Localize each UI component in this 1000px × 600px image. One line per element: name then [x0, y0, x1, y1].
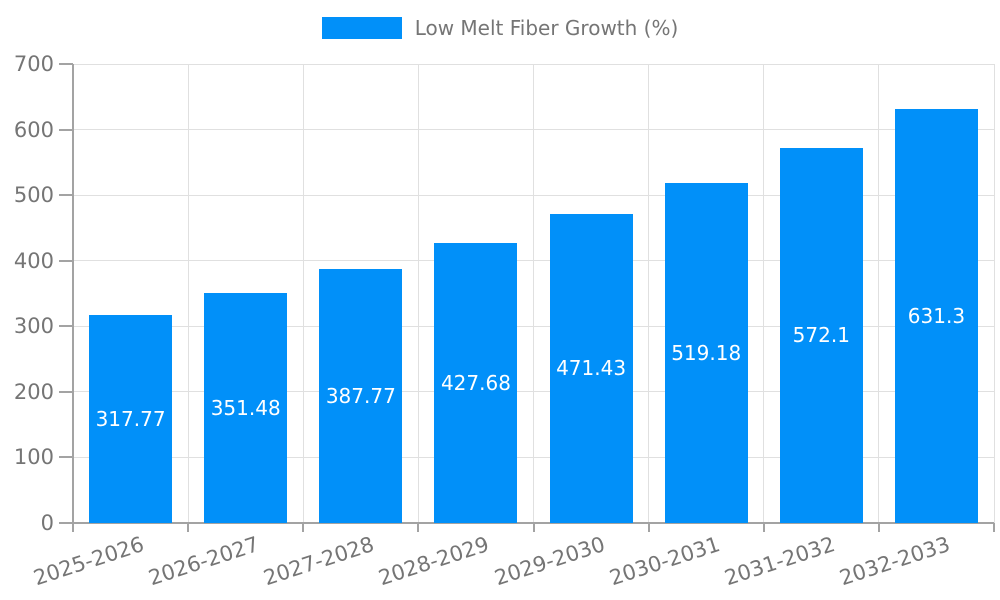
bar-value-label: 351.48: [210, 395, 281, 420]
bar[interactable]: 631.3: [894, 109, 978, 523]
v-gridline: [417, 64, 419, 523]
x-tick: [532, 523, 535, 532]
x-tick: [762, 523, 765, 532]
y-axis-line: [72, 64, 74, 532]
x-tick: [72, 523, 74, 532]
v-gridline: [533, 64, 534, 523]
bar[interactable]: 471.43: [549, 213, 633, 523]
y-tick: [59, 259, 73, 262]
bar[interactable]: 317.77: [89, 314, 173, 523]
y-tick: [59, 390, 73, 393]
x-tick-label: 2028-2029: [376, 532, 493, 591]
y-tick-label: 200: [13, 379, 54, 404]
bar-value-label: 471.43: [556, 356, 627, 381]
x-tick-label: 2032-2033: [836, 532, 953, 591]
bar-value-label: 317.77: [95, 406, 166, 431]
x-axis-line: [59, 522, 994, 524]
bar-value-label: 427.68: [440, 370, 511, 395]
x-tick-label: 2025-2026: [30, 532, 147, 591]
x-tick: [417, 523, 420, 532]
bar[interactable]: 351.48: [204, 292, 288, 523]
bar[interactable]: 572.1: [779, 147, 863, 523]
x-tick: [187, 523, 190, 532]
legend[interactable]: Low Melt Fiber Growth (%): [0, 16, 1000, 40]
x-tick-label: 2029-2030: [491, 532, 608, 591]
v-gridline: [763, 64, 765, 523]
bar[interactable]: 519.18: [664, 182, 748, 523]
x-tick-label: 2031-2032: [721, 532, 838, 591]
bar-value-label: 387.77: [325, 383, 396, 408]
y-tick: [59, 194, 73, 197]
bar-value-label: 572.1: [792, 323, 850, 348]
x-tick: [877, 523, 880, 532]
y-tick: [59, 456, 73, 459]
x-tick: [302, 523, 305, 532]
y-tick: [59, 325, 73, 328]
y-tick: [59, 128, 73, 131]
x-tick-label: 2030-2031: [606, 532, 723, 591]
legend-label: Low Melt Fiber Growth (%): [414, 16, 679, 40]
y-tick-label: 600: [13, 117, 54, 142]
y-tick-label: 100: [13, 445, 54, 470]
y-tick: [59, 63, 73, 65]
bar-value-label: 631.3: [907, 304, 966, 329]
v-gridline: [648, 64, 650, 523]
y-tick: [59, 522, 73, 524]
bar[interactable]: 427.68: [434, 242, 518, 523]
v-gridline: [302, 64, 304, 523]
y-tick-label: 300: [13, 314, 54, 339]
bar[interactable]: 387.77: [319, 268, 403, 523]
legend-swatch: [321, 17, 402, 39]
bar-value-label: 519.18: [671, 340, 742, 365]
v-gridline: [878, 64, 880, 523]
v-gridline: [993, 64, 995, 523]
y-tick-label: 700: [13, 52, 54, 76]
x-tick-label: 2026-2027: [145, 532, 263, 591]
y-tick-label: 500: [13, 183, 54, 208]
y-tick-label: 400: [13, 248, 54, 273]
x-tick-label: 2027-2028: [260, 532, 378, 591]
y-tick-label: 0: [40, 511, 54, 535]
v-gridline: [187, 64, 189, 523]
x-tick: [647, 523, 650, 532]
x-tick: [993, 523, 995, 532]
